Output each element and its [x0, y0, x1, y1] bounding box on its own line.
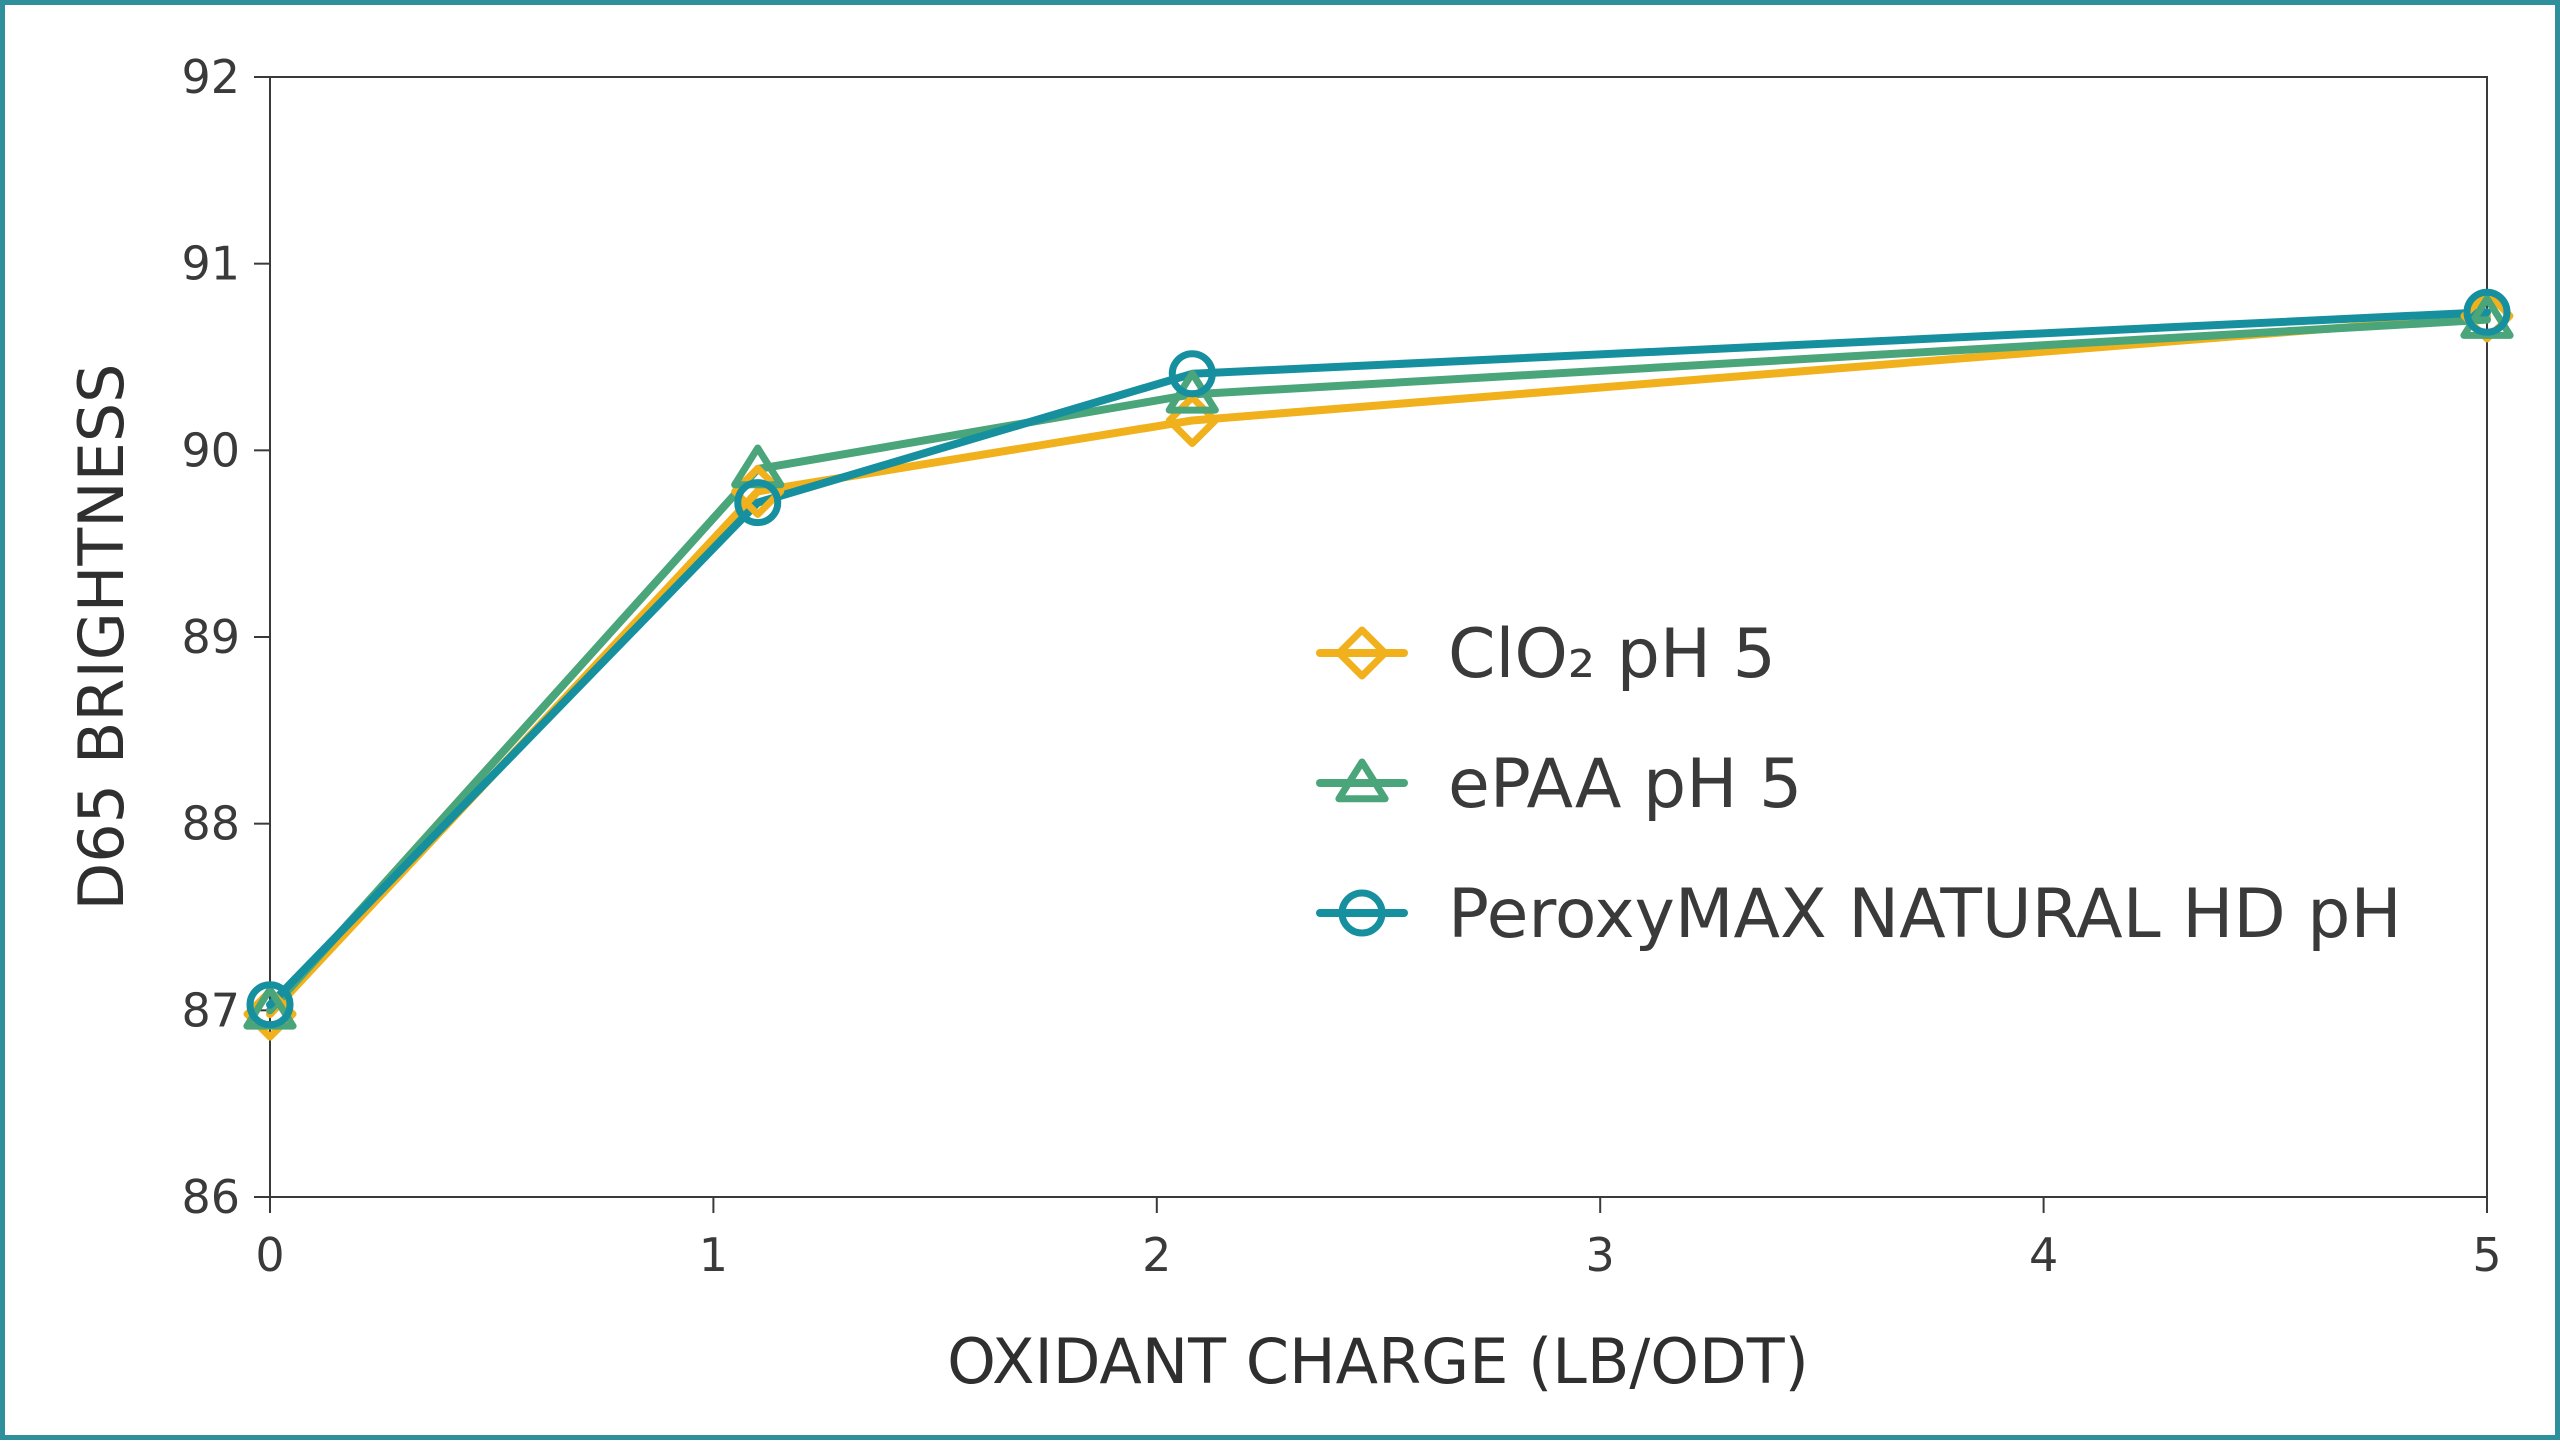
- y-tick-label: 87: [181, 983, 240, 1037]
- x-tick-label: 4: [2029, 1228, 2058, 1282]
- y-tick-label: 92: [181, 50, 240, 104]
- data-point-circle: [1168, 350, 1216, 398]
- axis-ticks: 86 87 88 89 90 91 92 0 1 2 3 4 5: [181, 50, 2501, 1282]
- series-line-2: [266, 308, 2491, 1009]
- legend-marker-diamond: [1335, 626, 1389, 680]
- y-tick-label: 91: [181, 237, 240, 291]
- y-tick-label: 86: [181, 1170, 240, 1224]
- x-tick-label: 1: [699, 1228, 728, 1282]
- x-axis-title: OXIDANT CHARGE (LB/ODT): [947, 1325, 1809, 1398]
- y-tick-label: 89: [181, 610, 240, 664]
- legend-label: ePAA pH 5: [1448, 745, 1802, 824]
- data-point-circle: [246, 981, 294, 1029]
- data-point-diamond: [2460, 289, 2514, 343]
- legend: ClO₂ pH 5 ePAA pH 5 PeroxyMAX NATURAL HD p…: [1316, 615, 2402, 954]
- line-chart: 86 87 88 89 90 91 92 0 1 2 3 4 5 OXIDANT CHARGE (LB/…: [65, 50, 2514, 1398]
- y-tick-label: 88: [181, 797, 240, 851]
- y-axis-title: D65 BRIGHTNESS: [65, 363, 138, 910]
- legend-label: ClO₂ pH 5: [1448, 615, 1776, 694]
- x-tick-label: 2: [1142, 1228, 1171, 1282]
- x-tick-label: 3: [1586, 1228, 1615, 1282]
- data-point-circle: [2463, 288, 2511, 336]
- legend-marker-circle: [1338, 889, 1386, 937]
- data-point-circle: [734, 479, 782, 527]
- legend-marker-triangle: [1335, 758, 1389, 803]
- series-lines: [266, 308, 2491, 1019]
- data-point-diamond: [243, 987, 297, 1041]
- x-tick-label: 0: [255, 1228, 284, 1282]
- series-line-1: [266, 315, 2491, 1015]
- x-tick-label: 5: [2472, 1228, 2501, 1282]
- y-tick-label: 90: [181, 423, 240, 477]
- legend-label: PeroxyMAX NATURAL HD pH: [1448, 875, 2402, 954]
- series-markers: [243, 288, 2514, 1041]
